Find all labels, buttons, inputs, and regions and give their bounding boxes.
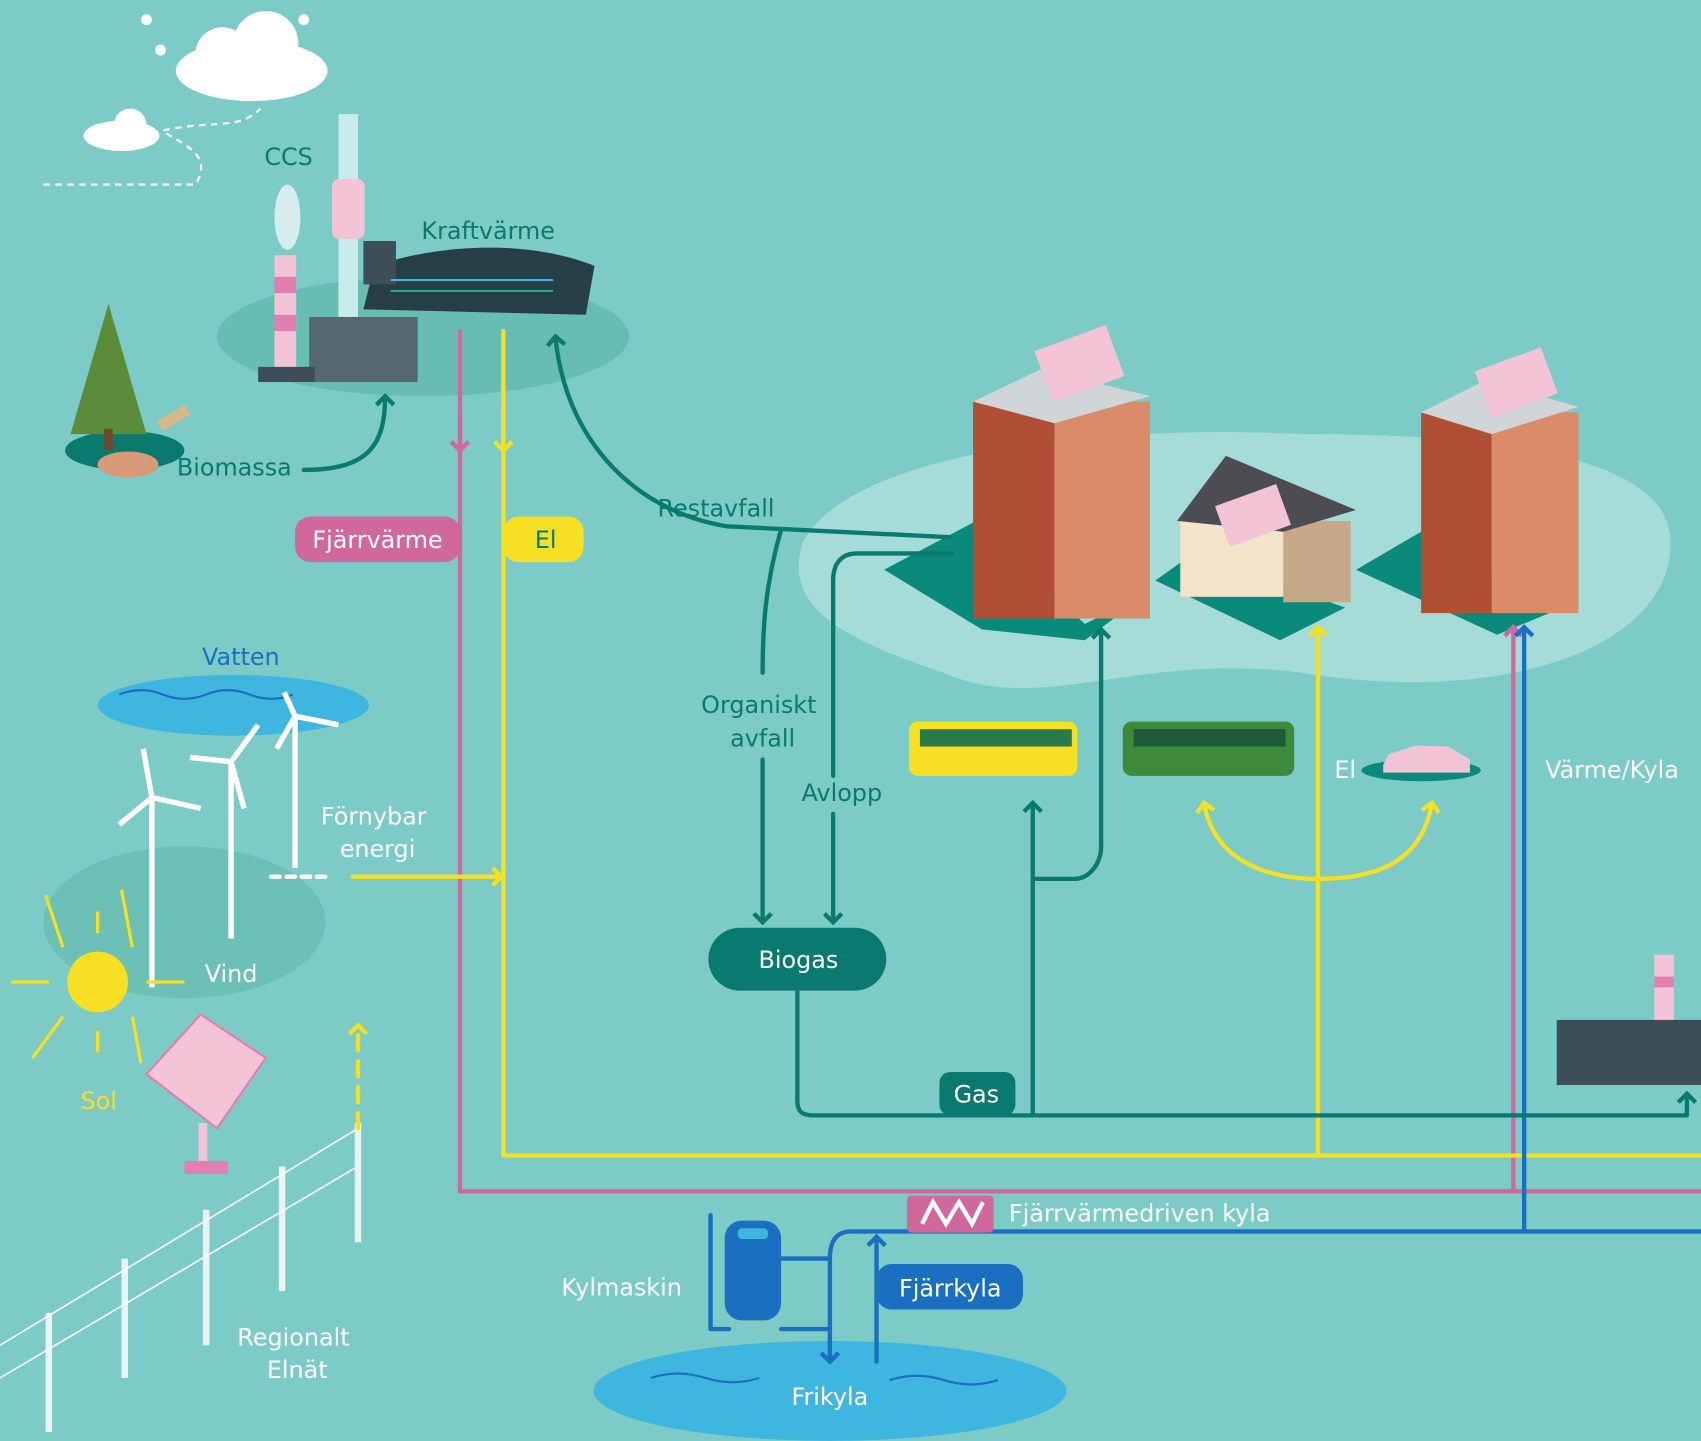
label: Fjärrvärme: [312, 526, 442, 554]
label-line: energi: [340, 835, 416, 863]
label-line: Organiskt: [701, 691, 816, 719]
sun: [67, 952, 128, 1013]
label: Avlopp: [802, 779, 883, 807]
label: Biomassa: [177, 453, 292, 481]
label: Vind: [205, 960, 258, 988]
label: Fjärrkyla: [899, 1275, 1002, 1303]
label-line: Elnät: [267, 1356, 328, 1384]
kylmaskin-unit: [725, 1221, 781, 1321]
label: Frikyla: [792, 1383, 869, 1411]
label: Restavfall: [657, 495, 774, 523]
label-line: Regionalt: [237, 1323, 349, 1351]
page: Energisystem html, body { margin: 0; pad…: [0, 0, 1701, 1441]
label: Fjärrvärmedriven kyla: [1009, 1200, 1271, 1228]
label: Sol: [81, 1087, 117, 1115]
label: CCS: [264, 143, 312, 171]
lake: [98, 675, 369, 736]
body: {"labels": { "ccs": "CCS", "kraftvarme":…: [0, 0, 1701, 1441]
diagram: CCS Kraftvärme Biomassa Fjärrvärme El Re…: [0, 0, 1701, 1441]
label: Värme/Kyla: [1545, 756, 1679, 784]
label: Biogas: [759, 946, 839, 974]
label: Kraftvärme: [421, 217, 554, 245]
label: El: [535, 526, 557, 554]
label-line: avfall: [730, 725, 795, 753]
label: El: [1334, 756, 1356, 784]
label-line: Förnybar: [321, 803, 427, 831]
label: Vatten: [202, 643, 280, 671]
label: Kylmaskin: [561, 1273, 682, 1301]
label: Gas: [954, 1080, 1000, 1108]
